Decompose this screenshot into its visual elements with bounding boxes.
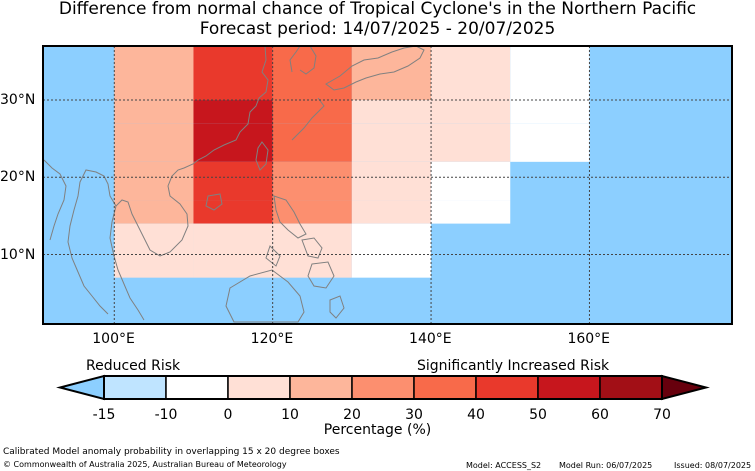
anomaly-cell (193, 100, 273, 124)
anomaly-cell (272, 200, 352, 224)
anomaly-cell (114, 46, 194, 101)
mindanao-coastline (307, 261, 335, 289)
colorbar-segment (165, 375, 229, 400)
colorbar-tick-label: 60 (591, 407, 609, 423)
colorbar-tick-label: 70 (653, 407, 671, 423)
map-frame (42, 45, 733, 325)
anomaly-cell (510, 123, 590, 162)
anomaly-cell (114, 100, 194, 124)
colorbar-segment (227, 375, 291, 400)
anomaly-cell (510, 46, 590, 101)
anomaly-cells (43, 46, 732, 324)
lon-tick-label: 140°E (409, 331, 452, 347)
gulf-coastline (67, 169, 117, 315)
coastlines (43, 45, 425, 323)
colorbar-tick-label: 40 (467, 407, 485, 423)
lat-tick-label: 30°N (0, 92, 36, 109)
colorbar-segment (537, 375, 601, 400)
anomaly-cell (351, 100, 432, 124)
colorbar-segment (475, 375, 539, 400)
anomaly-cell (193, 223, 273, 278)
colorbar-frame (103, 375, 663, 400)
colorbar-under-arrow (56, 374, 105, 401)
anomaly-cell (193, 200, 273, 224)
anomaly-cell (351, 200, 432, 224)
colorbar-segment (599, 375, 663, 400)
copyright-note: © Commonwealth of Australia 2025, Austra… (3, 460, 287, 469)
anomaly-cell (272, 223, 352, 278)
colorbar-tick-label: -10 (154, 407, 178, 423)
colorbar-tick-label: 30 (405, 407, 423, 423)
japan-coastline (325, 45, 425, 91)
taiwan-coastline (255, 141, 269, 171)
lon-tick-label: 160°E (567, 331, 611, 347)
colorbar-tick-label: 20 (343, 407, 361, 423)
india-coastline (43, 159, 67, 241)
anomaly-cell (114, 223, 194, 278)
hainan-coastline (205, 193, 223, 211)
model-run-date: Model Run: 06/07/2025 (559, 461, 653, 470)
model-name: Model: ACCESS_S2 (466, 461, 542, 470)
lon-tick-label: 100°E (92, 331, 135, 347)
colorbar-segment (351, 375, 415, 400)
method-note: Calibrated Model anomaly probability in … (3, 447, 340, 457)
colorbar-segment (289, 375, 353, 400)
visayas-coastline (301, 237, 323, 259)
anomaly-cell (431, 123, 511, 162)
lat-tick-label: 20°N (0, 169, 36, 186)
anomaly-cell (272, 100, 352, 124)
anomaly-cell (431, 200, 511, 224)
borneo-coastline (225, 269, 305, 323)
colorbar-segment (103, 375, 167, 400)
anomaly-cell (114, 161, 194, 201)
korea-coastline (289, 45, 301, 73)
gridlines (43, 46, 732, 324)
anomaly-cell (431, 161, 511, 201)
korea-peninsula (299, 45, 317, 75)
anomaly-cell (431, 100, 511, 124)
anomaly-cell (272, 123, 352, 162)
issued-date: Issued: 08/07/2025 (674, 461, 752, 470)
asia-coastline (109, 45, 269, 321)
colorbar-tick-label: -15 (92, 407, 116, 423)
anomaly-cell (193, 46, 273, 101)
map-title: Difference from normal chance of Tropica… (58, 0, 697, 19)
anomaly-cell (351, 46, 432, 101)
increased-risk-label: Significantly Increased Risk (417, 358, 610, 374)
lon-tick-label: 120°E (250, 331, 294, 347)
anomaly-cell (351, 161, 432, 201)
colorbar-tick-label: 50 (529, 407, 547, 423)
anomaly-cell (272, 46, 352, 101)
anomaly-cell (351, 123, 432, 162)
reduced-risk-label: Reduced Risk (86, 358, 181, 374)
luzon-coastline (273, 195, 307, 239)
lat-tick-label: 10°N (0, 246, 36, 263)
ryukyu-islands (291, 97, 325, 141)
forecast-period: Forecast period: 14/07/2025 - 20/07/2025 (199, 19, 556, 39)
anomaly-cell (351, 223, 432, 278)
anomaly-cell (431, 46, 511, 101)
anomaly-cell (272, 161, 352, 201)
colorbar-over-arrow (661, 374, 710, 401)
colorbar-tick-label: 10 (281, 407, 299, 423)
anomaly-cell (510, 100, 590, 124)
sulawesi-coastline (329, 295, 345, 319)
colorbar-tick-label: 0 (223, 407, 233, 423)
anomaly-cell (114, 123, 194, 162)
colorbar-segment (413, 375, 477, 400)
colorbar-title: Percentage (%) (323, 422, 432, 438)
